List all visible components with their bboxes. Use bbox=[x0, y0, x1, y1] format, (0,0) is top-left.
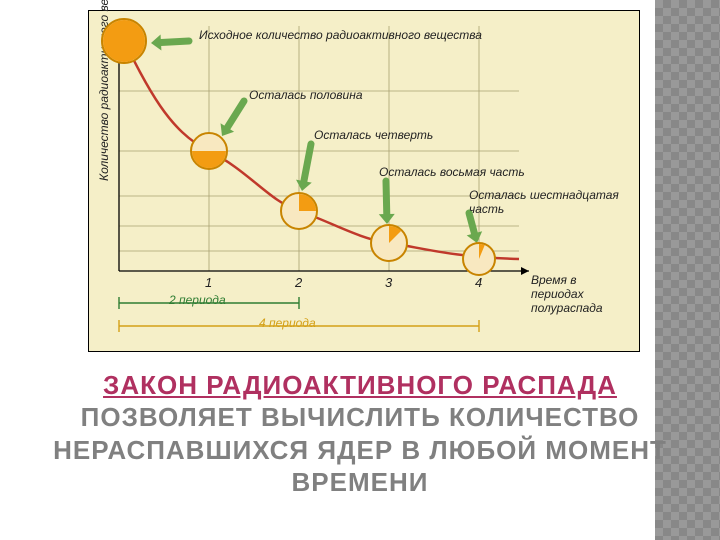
xtick-4: 4 bbox=[475, 275, 482, 290]
x-axis-label: Время в периодах полураспада bbox=[531, 273, 631, 315]
point-label-4: Осталась шестнадцатая часть bbox=[469, 189, 629, 217]
main-caption: ЗАКОН РАДИОАКТИВНОГО РАСПАДА ПОЗВОЛЯЕТ В… bbox=[0, 370, 720, 499]
period-2: 2 периода bbox=[169, 293, 226, 307]
point-label-1: Осталась половина bbox=[249, 89, 363, 103]
point-label-0: Исходное количество радиоактивного вещес… bbox=[199, 29, 482, 43]
xtick-3: 3 bbox=[385, 275, 392, 290]
point-label-2: Осталась четверть bbox=[314, 129, 433, 143]
caption-highlight: ЗАКОН РАДИОАКТИВНОГО РАСПАДА bbox=[103, 370, 617, 400]
point-label-3: Осталась восьмая часть bbox=[379, 166, 525, 180]
decay-diagram: Количество радиоактивного вещества Исход… bbox=[88, 10, 640, 352]
xtick-2: 2 bbox=[295, 275, 302, 290]
period-4: 4 периода bbox=[259, 316, 316, 330]
caption-rest: ПОЗВОЛЯЕТ ВЫЧИСЛИТЬ КОЛИЧЕСТВО НЕРАСПАВШ… bbox=[53, 402, 667, 497]
xtick-1: 1 bbox=[205, 275, 212, 290]
